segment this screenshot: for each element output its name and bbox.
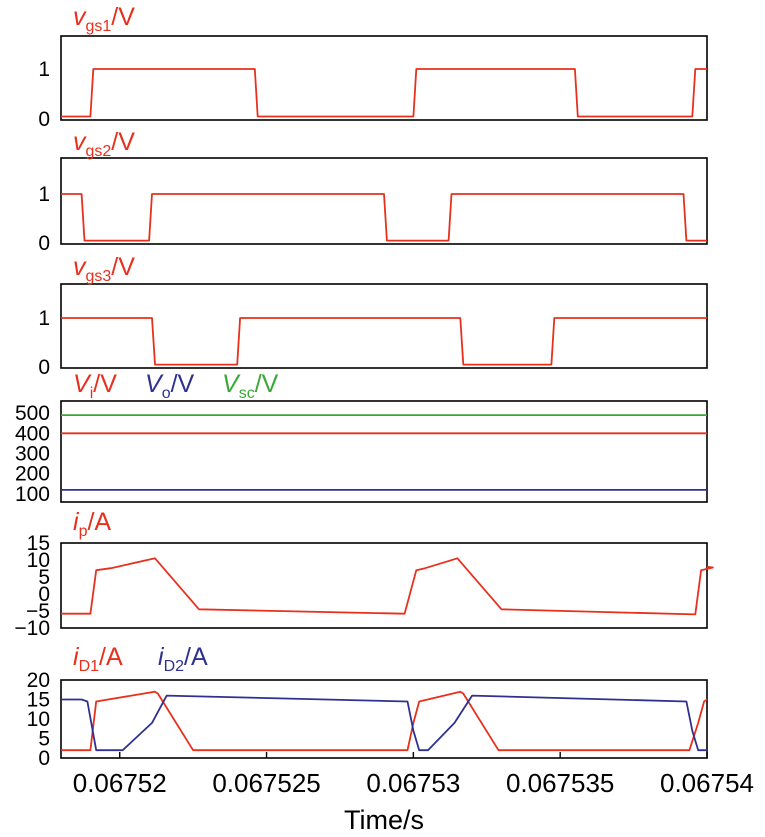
y-tick-label: 200 (15, 463, 50, 486)
panel-title: Vsc/V (222, 370, 279, 402)
panel-title: vgs1/V (73, 3, 135, 35)
panel-title: iD1/A (73, 643, 123, 675)
panel-title: Vi/V (73, 370, 117, 402)
x-tick-label: 0.06754 (660, 768, 754, 798)
panel-title: iD2/A (158, 643, 208, 675)
panel-title: vgs2/V (73, 128, 135, 160)
y-tick-label: 0 (38, 583, 50, 606)
y-tick-label: 0 (38, 108, 50, 131)
panel-3: 0 1 vgs3/V (38, 253, 708, 379)
y-tick-label: 1 (38, 58, 50, 81)
y-tick-label: 1 (38, 307, 50, 330)
panel-title: ip/A (73, 508, 111, 540)
y-tick-label: 5 (38, 728, 50, 751)
y-tick-label: 5 (38, 566, 50, 589)
y-tick-label: 0 (38, 356, 50, 379)
y-tick-label: 300 (15, 443, 50, 466)
series-line-red (61, 557, 714, 616)
plot-frame (60, 35, 708, 121)
x-tick-label: 0.067535 (506, 768, 614, 798)
plot-frame (60, 542, 708, 629)
y-tick-label: 1 (38, 183, 50, 206)
y-tick-label: 10 (27, 708, 50, 731)
y-tick-label: 400 (15, 422, 50, 445)
y-tick-label: 15 (27, 689, 50, 712)
plot-frame (60, 400, 708, 503)
y-tick-label: 100 (15, 483, 50, 506)
x-tick-label: 0.06753 (366, 768, 460, 798)
y-tick-label: 15 (27, 532, 50, 555)
series-line-red (61, 68, 707, 118)
x-tick-label: 0.06752 (73, 768, 167, 798)
series-line-red (61, 317, 707, 366)
x-axis-label: Time/s (344, 805, 424, 835)
y-tick-label: 0 (38, 232, 50, 255)
y-tick-label: 0 (38, 747, 50, 770)
y-tick-label: 20 (27, 669, 50, 692)
y-tick-label: −5 (26, 600, 50, 623)
y-tick-label: −10 (14, 617, 50, 640)
panel-title: vgs3/V (73, 253, 135, 285)
plot-frame (60, 679, 708, 759)
panel-1: 0 1 vgs1/V (38, 3, 708, 131)
y-tick-label: 10 (27, 549, 50, 572)
series-line-blue (61, 694, 707, 752)
x-tick-label: 0.067525 (212, 768, 320, 798)
plot-frame (60, 283, 708, 369)
plot-frame (60, 157, 708, 245)
panel-title: Vo/V (145, 370, 195, 402)
y-tick-label: 500 (15, 402, 50, 425)
panel-2: 0 1 vgs2/V (38, 128, 708, 255)
series-line-red (61, 193, 707, 242)
